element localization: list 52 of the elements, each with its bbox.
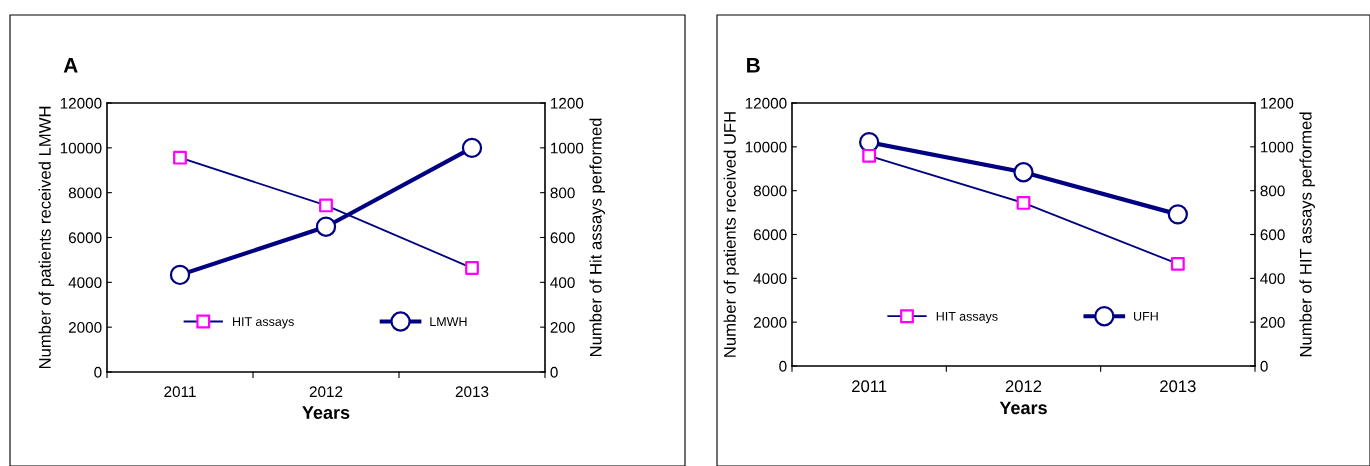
y-tick-label: 0 (779, 360, 787, 372)
y-tick-label: 8000 (68, 187, 102, 199)
y2-tick-label: 600 (550, 232, 575, 244)
x-tick-label: 2013 (455, 386, 489, 398)
y2-tick-label: 1000 (1261, 141, 1294, 153)
y2-tick-label: 200 (1260, 317, 1285, 328)
x-axis-title: Years (302, 406, 350, 419)
y-tick-label: 10000 (60, 142, 102, 154)
point (465, 261, 479, 275)
point (319, 198, 333, 213)
y-tick-label: 0 (94, 366, 102, 378)
point (1170, 256, 1185, 271)
point (173, 150, 187, 165)
y-tick-label: 4000 (68, 277, 102, 289)
y2-tick-label: 200 (550, 322, 575, 333)
y-tick-label: 8000 (753, 185, 787, 197)
x-tick-label: 2013 (1160, 380, 1196, 393)
x-tick-label: 2012 (309, 386, 343, 398)
y-tick-label: 12000 (60, 97, 102, 109)
y-tick-label: 10000 (745, 141, 787, 153)
x-tick-label: 2011 (852, 380, 887, 393)
y-axis-title: Number of patients received UFH (723, 112, 740, 357)
point (1016, 196, 1031, 210)
y-tick-label: 2000 (68, 322, 102, 333)
y2-tick-label: 600 (1260, 229, 1285, 241)
chart-title: B (747, 58, 760, 73)
legend-label: LMWH (430, 317, 467, 326)
y2-tick-label: 0 (1260, 360, 1268, 372)
y-tick-label: 4000 (753, 273, 787, 285)
y-tick-label: 6000 (753, 229, 787, 241)
y-tick-label: 2000 (753, 317, 787, 328)
x-axis-title: Years (999, 401, 1047, 415)
chart-title: A (63, 58, 78, 73)
y-axis-title: Number of patients received LMWH (38, 106, 55, 369)
y2-tick-label: 800 (550, 187, 575, 199)
y2-tick-label: 1000 (551, 142, 584, 154)
y-tick-label: 12000 (745, 97, 787, 109)
y2-tick-label: 1200 (1261, 97, 1294, 109)
y2-tick-label: 400 (1260, 273, 1285, 285)
point (862, 148, 877, 163)
legend-label: HIT assays (233, 317, 294, 329)
legend-label: UFH (1134, 312, 1158, 321)
y2-axis-title: Number of HIT assays performed (1299, 112, 1315, 357)
y-tick-label: 6000 (68, 232, 102, 244)
x-tick-label: 2012 (1005, 380, 1042, 393)
x-tick-label: 2011 (164, 386, 196, 398)
y2-axis-title: Number of Hit assays performed (589, 118, 605, 357)
y2-tick-label: 800 (1260, 185, 1285, 197)
y2-tick-label: 400 (550, 277, 575, 289)
legend-label: HIT assays (936, 312, 998, 324)
y2-tick-label: 1200 (551, 97, 584, 109)
y2-tick-label: 0 (550, 366, 558, 378)
